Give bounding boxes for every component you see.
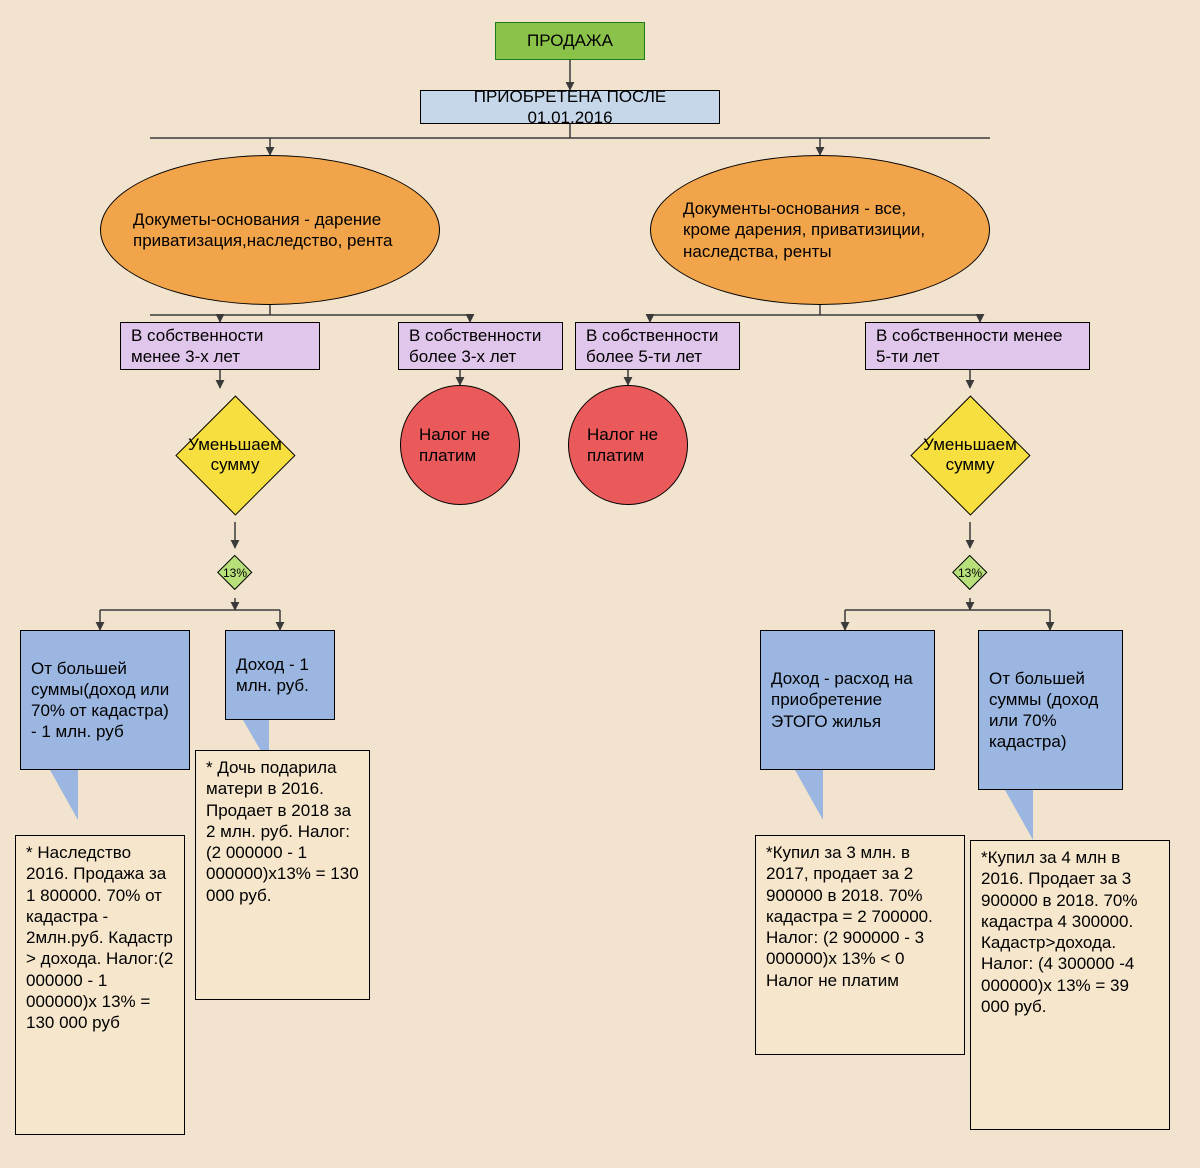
- node-acquired-after-2016: ПРИОБРЕТЕНА ПОСЛЕ 01.01.2016: [420, 90, 720, 124]
- node-no-tax-left: Налог не платим: [400, 385, 520, 505]
- node-basis-right: Документы-основания - все, кроме дарения…: [650, 155, 990, 305]
- node-start: ПРОДАЖА: [495, 22, 645, 60]
- example-gift: * Дочь подарила матери в 2016. Продает в…: [195, 750, 370, 1000]
- example-inheritance: * Наследство 2016. Продажа за 1 800000. …: [15, 835, 185, 1135]
- node-basis-left: Докуметы-основания - дарение приватизаци…: [100, 155, 440, 305]
- callout-income-minus-1m: Доход - 1 млн. руб.: [225, 630, 335, 720]
- callout-tail-a: [50, 770, 78, 820]
- example-bought-3m: *Купил за 3 млн. в 2017, продает за 2 90…: [755, 835, 965, 1055]
- example-bought-4m: *Купил за 4 млн в 2016. Продает за 3 900…: [970, 840, 1170, 1130]
- callout-tail-d: [1005, 790, 1033, 840]
- callout-bigger-sum-left: От большей суммы(доход или 70% от кадаст…: [20, 630, 190, 770]
- node-owned-lt-5y: В собственности менее 5-ти лет: [865, 322, 1090, 370]
- node-owned-lt-3y: В собственности менее 3-х лет: [120, 322, 320, 370]
- node-reduce-sum-left: Уменьшаем сумму: [175, 395, 295, 515]
- callout-tail-c: [795, 770, 823, 820]
- node-owned-gt-3y: В собственности более 3-х лет: [398, 322, 563, 370]
- node-13pct-left: 13%: [217, 555, 253, 591]
- callout-income-minus-expense: Доход - расход на приобретение ЭТОГО жил…: [760, 630, 935, 770]
- node-reduce-sum-right: Уменьшаем сумму: [910, 395, 1030, 515]
- node-owned-gt-5y: В собственности более 5-ти лет: [575, 322, 740, 370]
- callout-bigger-sum-right: От большей суммы (доход или 70% кадастра…: [978, 630, 1123, 790]
- node-no-tax-right: Налог не платим: [568, 385, 688, 505]
- node-13pct-right: 13%: [952, 555, 988, 591]
